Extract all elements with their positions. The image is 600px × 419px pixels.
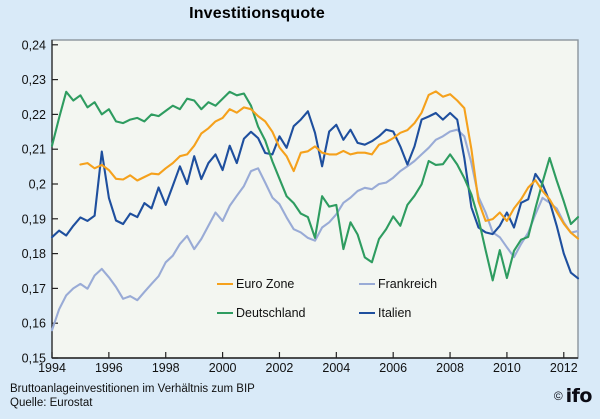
series-line-italien — [50, 110, 580, 280]
chart-title: Investitionsquote — [189, 5, 325, 22]
y-axis-tick-label: 0,2 — [29, 178, 46, 192]
legend-swatch — [359, 282, 375, 286]
y-axis-tick-label: 0,16 — [22, 317, 46, 331]
ifo-logo: © ifo — [553, 385, 593, 407]
y-axis-tick-label: 0,23 — [22, 73, 46, 87]
legend-label: Frankreich — [378, 277, 438, 291]
legend-label: Italien — [378, 306, 412, 320]
x-axis-tick-label: 1994 — [38, 361, 66, 375]
legend-swatch — [217, 282, 233, 286]
legend-item-euro-zone: Euro Zone — [217, 277, 294, 291]
x-axis-tick-label: 2012 — [550, 361, 578, 375]
legend-label: Euro Zone — [236, 277, 295, 291]
y-axis-tick-label: 0,15 — [22, 352, 46, 366]
copyright-icon: © — [553, 389, 563, 403]
y-axis-tick-label: 0,18 — [22, 247, 46, 261]
legend-swatch — [217, 311, 233, 315]
source-text: Quelle: Eurostat — [10, 397, 93, 409]
plot-frame — [51, 39, 579, 359]
x-axis-tick-label: 2010 — [493, 361, 521, 375]
legend-swatch — [359, 311, 375, 315]
x-axis-tick-label: 2000 — [209, 361, 237, 375]
legend-item-italien: Italien — [359, 306, 411, 320]
y-axis-tick-label: 0,17 — [22, 282, 46, 296]
y-axis-tick-label: 0,24 — [22, 38, 46, 52]
series-line-deutschland — [50, 90, 580, 282]
legend-item-deutschland: Deutschland — [217, 306, 306, 320]
x-axis-tick-label: 2004 — [322, 361, 350, 375]
y-axis-tick-label: 0,19 — [22, 212, 46, 226]
legend-item-frankreich: Frankreich — [359, 277, 437, 291]
y-axis-tick-label: 0,21 — [22, 143, 46, 157]
ifo-logo-text: ifo — [565, 385, 593, 407]
x-axis-tick-label: 2006 — [379, 361, 407, 375]
x-axis-tick-label: 1998 — [152, 361, 180, 375]
y-axis-tick-label: 0,22 — [22, 108, 46, 122]
series-line-frankreich — [50, 128, 580, 332]
legend-label: Deutschland — [236, 306, 306, 320]
x-axis-tick-label: 2002 — [266, 361, 294, 375]
footnote-text: Bruttoanlageinvestitionen im Verhältnis … — [10, 383, 255, 395]
x-axis-tick-label: 1996 — [95, 361, 123, 375]
series-line-euro-zone — [79, 90, 580, 240]
x-axis-tick-label: 2008 — [436, 361, 464, 375]
